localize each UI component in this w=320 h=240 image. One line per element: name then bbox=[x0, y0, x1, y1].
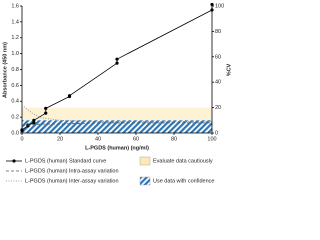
x-tick-label: 20 bbox=[57, 136, 63, 142]
data-point bbox=[32, 118, 36, 122]
data-point bbox=[67, 94, 72, 98]
data-point bbox=[115, 61, 119, 65]
x-tick-label: 80 bbox=[171, 136, 177, 142]
x-tick-label: 0 bbox=[20, 136, 23, 142]
y-tick-label: 1.0 bbox=[11, 51, 19, 57]
y-tick-label: 1.2 bbox=[11, 35, 19, 41]
page: L-PGDS (human) (ng/ml) Absorbance (450 n… bbox=[2, 2, 233, 186]
data-point bbox=[44, 106, 48, 110]
y2-tick-label: 0 bbox=[215, 130, 218, 136]
y-tick-label: 0.8 bbox=[11, 67, 19, 73]
band bbox=[22, 120, 212, 133]
series-line bbox=[21, 122, 212, 126]
y2-tick-label: 100 bbox=[215, 3, 224, 9]
x-tick-label: 40 bbox=[95, 136, 101, 142]
chart: L-PGDS (human) (ng/ml) Absorbance (450 n… bbox=[2, 2, 232, 186]
y2-tick-label: 80 bbox=[215, 29, 221, 35]
data-point bbox=[32, 121, 36, 125]
legend-label: Use data with confidence bbox=[153, 178, 214, 184]
y2-axis-label: %CV bbox=[226, 63, 232, 76]
y-tick-label: 1.4 bbox=[11, 19, 19, 25]
x-tick-label: 100 bbox=[207, 136, 216, 142]
y-tick-label: 0.0 bbox=[11, 130, 19, 136]
data-point bbox=[210, 8, 214, 12]
y2-tick-label: 20 bbox=[215, 105, 221, 111]
data-point bbox=[44, 111, 48, 115]
x-tick-label: 60 bbox=[133, 136, 139, 142]
y-tick-label: 0.2 bbox=[11, 115, 19, 121]
data-point bbox=[115, 57, 119, 61]
data-point bbox=[210, 2, 214, 7]
y-axis-label: Absorbance (450 nm) bbox=[2, 42, 8, 98]
legend-label: Evaluate data cautiously bbox=[153, 158, 213, 164]
legend-label: L-PGDS (human) Inter-assay variation bbox=[25, 178, 119, 184]
legend-marker bbox=[12, 159, 16, 163]
y-tick-label: 0.6 bbox=[11, 83, 19, 89]
legend-label: L-PGDS (human) Intra-assay variation bbox=[25, 168, 119, 174]
y2-tick-label: 60 bbox=[215, 54, 221, 60]
y-tick-label: 0.4 bbox=[11, 99, 19, 105]
data-point bbox=[20, 128, 24, 132]
y2-tick-label: 40 bbox=[215, 80, 221, 86]
x-axis-label: L-PGDS (human) (ng/ml) bbox=[85, 145, 149, 151]
legend-swatch bbox=[139, 176, 151, 186]
band bbox=[22, 107, 212, 121]
y-tick-label: 1.6 bbox=[11, 3, 19, 9]
legend-swatch bbox=[139, 156, 151, 166]
legend-label: L-PGDS (human) Standard curve bbox=[25, 158, 106, 164]
